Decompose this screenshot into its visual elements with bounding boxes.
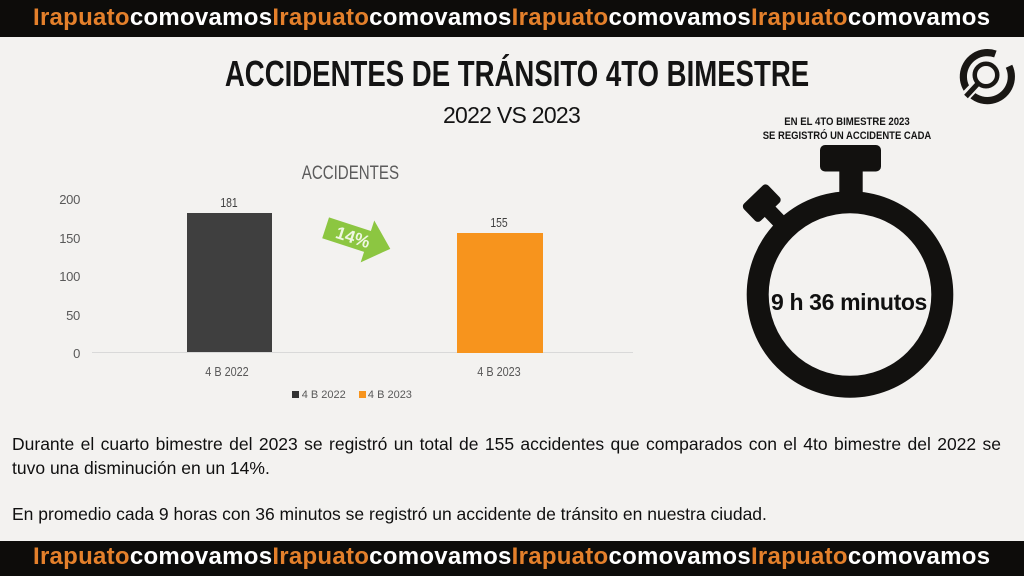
svg-text:14%: 14% [333,222,373,252]
